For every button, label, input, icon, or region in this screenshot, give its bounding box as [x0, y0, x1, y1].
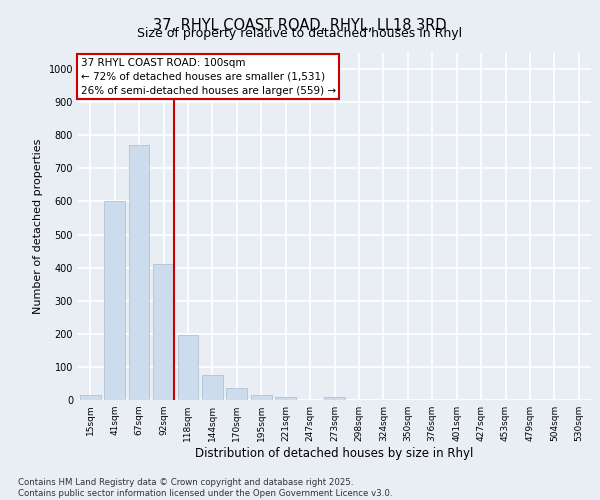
Text: Size of property relative to detached houses in Rhyl: Size of property relative to detached ho…	[137, 28, 463, 40]
Bar	[153, 264, 174, 400]
Bar	[104, 202, 125, 400]
Text: Contains HM Land Registry data © Crown copyright and database right 2025.
Contai: Contains HM Land Registry data © Crown c…	[18, 478, 392, 498]
Text: 37 RHYL COAST ROAD: 100sqm
← 72% of detached houses are smaller (1,531)
26% of s: 37 RHYL COAST ROAD: 100sqm ← 72% of deta…	[80, 58, 335, 96]
X-axis label: Distribution of detached houses by size in Rhyl: Distribution of detached houses by size …	[196, 447, 473, 460]
Bar	[80, 395, 101, 400]
Bar	[275, 396, 296, 400]
Bar	[178, 336, 199, 400]
Bar	[226, 388, 247, 400]
Text: 37, RHYL COAST ROAD, RHYL, LL18 3RD: 37, RHYL COAST ROAD, RHYL, LL18 3RD	[153, 18, 447, 32]
Bar	[251, 395, 272, 400]
Bar	[128, 145, 149, 400]
Bar	[324, 396, 345, 400]
Bar	[202, 375, 223, 400]
Y-axis label: Number of detached properties: Number of detached properties	[33, 138, 43, 314]
